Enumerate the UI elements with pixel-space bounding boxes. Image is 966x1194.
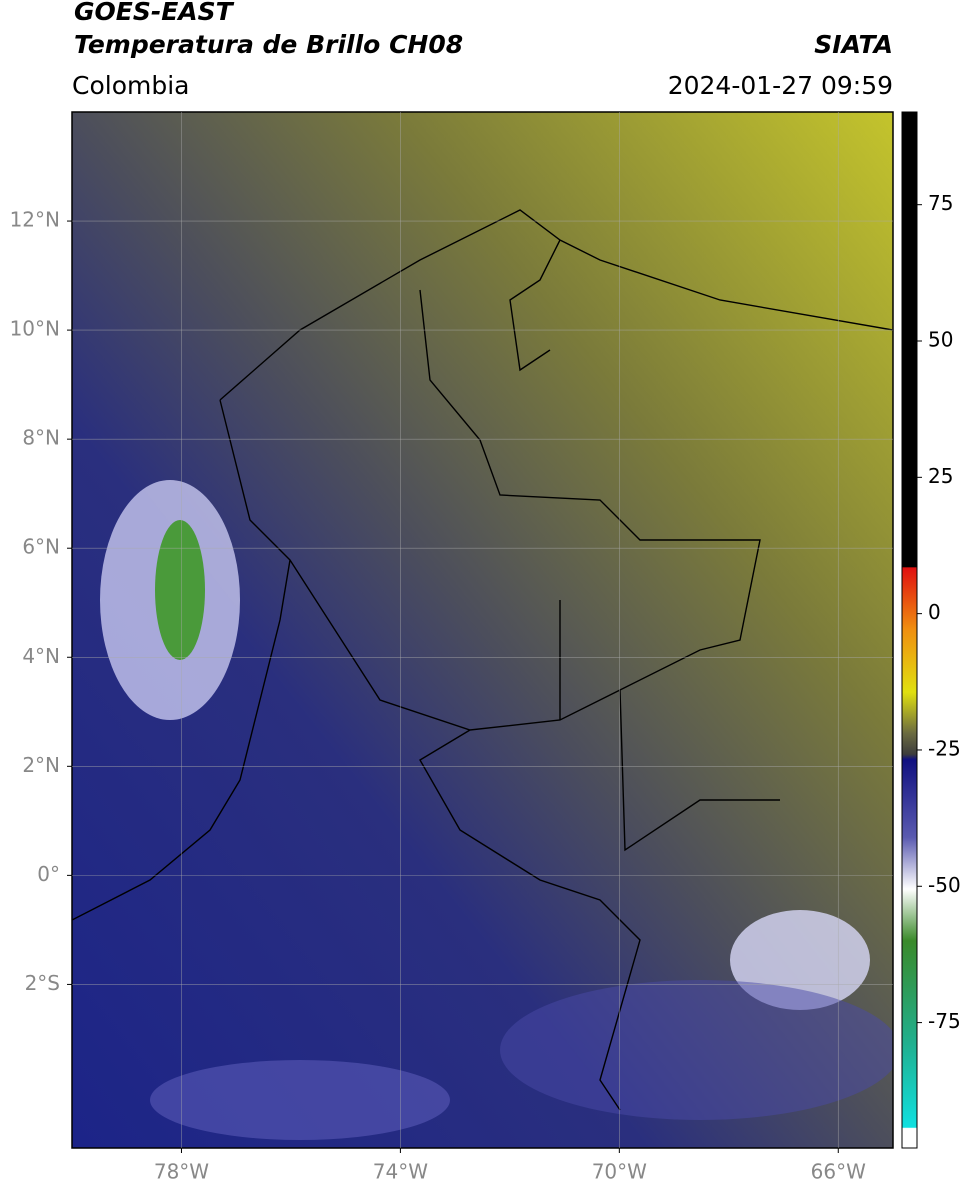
colorbar-tick-label: -50 [928, 873, 961, 897]
lat-tick-label: 2°S [25, 971, 60, 995]
lon-tick-label: 70°W [592, 1160, 647, 1184]
map-frame [71, 111, 894, 1149]
lon-tick-label: 78°W [154, 1160, 209, 1184]
lat-tick-label: 8°N [22, 426, 60, 450]
colorbar-tick-label: -25 [928, 736, 961, 760]
lat-tick-label: 2°N [22, 753, 60, 777]
lat-tick-label: 6°N [22, 535, 60, 559]
source: SIATA [814, 30, 893, 59]
map-image [72, 112, 893, 1148]
lon-tick-label: 74°W [373, 1160, 428, 1184]
subtitle: Temperatura de Brillo CH08 [74, 30, 463, 59]
colorbar-tick-label: -75 [928, 1009, 961, 1033]
lat-tick-label: 10°N [10, 317, 60, 341]
lat-tick-label: 0° [37, 862, 60, 886]
colorbar-tick-label: 50 [928, 328, 953, 352]
colorbar-tick-label: 25 [928, 464, 953, 488]
datetime: 2024-01-27 09:59 [668, 71, 893, 100]
colorbar-tick-label: 75 [928, 191, 953, 215]
colorbar [901, 111, 918, 1149]
title: GOES-EAST [74, 0, 235, 26]
lat-tick-label: 4°N [22, 644, 60, 668]
region: Colombia [72, 71, 189, 100]
lat-tick-label: 12°N [10, 208, 60, 232]
colorbar-tick-label: 0 [928, 600, 941, 624]
lon-tick-label: 66°W [811, 1160, 866, 1184]
